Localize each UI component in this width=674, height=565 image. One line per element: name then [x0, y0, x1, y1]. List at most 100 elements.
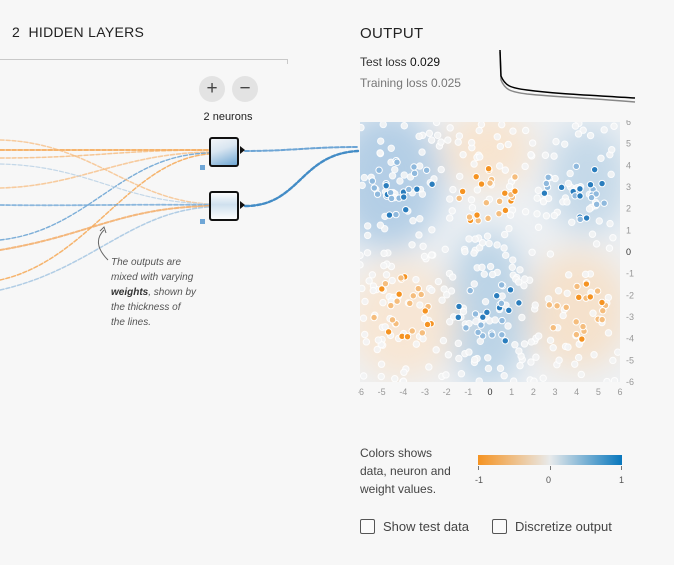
- scatter-point: [465, 235, 473, 243]
- checkbox-icon[interactable]: [492, 519, 507, 534]
- link-in-to-neuron-2: [0, 205, 210, 251]
- scatter-point: [497, 281, 506, 289]
- scatter-point: [377, 372, 385, 381]
- scatter-point: [400, 171, 408, 179]
- scatter-point: [378, 285, 386, 293]
- hidden-neuron-1[interactable]: [209, 137, 239, 167]
- scatter-point: [361, 297, 369, 306]
- scatter-point: [479, 313, 487, 321]
- x-tick-label: -2: [443, 387, 451, 397]
- scatter-point: [387, 194, 396, 203]
- scatter-point: [477, 180, 486, 188]
- weights-callout: The outputs are mixed with varying weigh…: [111, 255, 221, 330]
- scatter-point: [405, 185, 413, 194]
- scatter-point: [598, 298, 606, 307]
- y-tick-label: -4: [626, 334, 634, 344]
- scatter-point: [528, 139, 537, 147]
- scatter-point: [380, 249, 388, 258]
- scatter-point: [527, 151, 535, 159]
- callout-arrow: [98, 229, 109, 261]
- hidden-neuron-2[interactable]: [209, 191, 239, 221]
- color-scale-mid-label: 0: [546, 475, 552, 485]
- scatter-point: [368, 177, 377, 185]
- scatter-point: [579, 126, 587, 134]
- scatter-point: [422, 166, 431, 174]
- scatter-point: [376, 149, 384, 157]
- scatter-point: [610, 122, 618, 130]
- y-tick-label: -6: [626, 377, 634, 387]
- discretize-output-checkbox[interactable]: Discretize output: [492, 519, 612, 534]
- scatter-point: [365, 277, 373, 285]
- network-links: [0, 139, 360, 291]
- x-tick-label: -3: [421, 387, 429, 397]
- scatter-point: [515, 299, 523, 307]
- scatter-point: [588, 230, 597, 238]
- scatter-point: [493, 133, 502, 141]
- scatter-point: [572, 162, 581, 171]
- scatter-point: [534, 186, 543, 195]
- callout-line: the lines.: [111, 317, 152, 328]
- scatter-point: [481, 297, 490, 306]
- scatter-point: [562, 303, 570, 312]
- show-test-data-checkbox[interactable]: Show test data: [360, 519, 469, 534]
- scatter-point: [546, 336, 555, 345]
- checkbox-icon[interactable]: [360, 519, 375, 534]
- scatter-point: [459, 150, 467, 159]
- scatter-point: [542, 212, 551, 220]
- scatter-point: [582, 214, 591, 222]
- scatter-point: [438, 296, 446, 304]
- scatter-point: [418, 190, 427, 198]
- scatter-point: [581, 270, 590, 279]
- scatter-point: [563, 198, 571, 206]
- scatter-point: [467, 196, 476, 204]
- scatter-point: [420, 314, 429, 323]
- scatter-point: [504, 140, 512, 149]
- scatter-point: [486, 262, 495, 271]
- remove-neuron-button[interactable]: −: [232, 76, 258, 102]
- scatter-point: [516, 266, 524, 274]
- y-tick-label: -1: [626, 269, 634, 279]
- scatter-point: [382, 271, 391, 279]
- scatter-point: [455, 132, 464, 140]
- scatter-point: [454, 339, 463, 348]
- color-scale-bar: [478, 455, 622, 465]
- scatter-point: [473, 211, 481, 219]
- test-loss-line: [499, 50, 636, 99]
- add-neuron-button[interactable]: +: [199, 76, 225, 102]
- scatter-point: [592, 240, 601, 248]
- scatter-point: [377, 360, 386, 368]
- scatter-point: [600, 126, 608, 134]
- scatter-point: [472, 172, 480, 181]
- layers-header-divider-tick: [287, 59, 288, 64]
- x-tick-label: -1: [464, 387, 472, 397]
- neuron-2-bias-marker[interactable]: [200, 219, 205, 224]
- scatter-point: [534, 223, 543, 232]
- scatter-point: [360, 181, 366, 190]
- scatter-point: [564, 179, 573, 188]
- scatter-point: [515, 347, 523, 355]
- scatter-point: [555, 356, 563, 364]
- color-scale-tick: [478, 466, 479, 470]
- scatter-point: [491, 316, 499, 324]
- scatter-point: [414, 284, 423, 293]
- scatter-point: [474, 328, 482, 337]
- output-heatmap[interactable]: -6 -6 -5 -5 -4 -4 -3 -3 -2 -2 -1 -1 0 0 1 1 2 2 3 3 4 4 5 5 6 6: [358, 120, 648, 410]
- scatter-point: [521, 162, 529, 171]
- scatter-point: [554, 287, 563, 295]
- scatter-point: [409, 217, 417, 225]
- scatter-point: [478, 263, 486, 272]
- scatter-point: [574, 353, 583, 362]
- scatter-point: [549, 323, 557, 332]
- scatter-point: [586, 293, 595, 301]
- scatter-point: [600, 199, 608, 207]
- neuron-1-bias-marker[interactable]: [200, 165, 205, 170]
- scatter-point: [508, 263, 516, 272]
- scatter-point: [381, 279, 390, 288]
- scatter-point: [598, 179, 606, 188]
- x-tick-label: -5: [378, 387, 386, 397]
- scatter-point: [455, 194, 463, 202]
- scatter-point: [605, 244, 614, 252]
- scatter-point: [456, 172, 464, 181]
- scatter-point: [391, 165, 399, 174]
- scatter-point: [572, 318, 580, 326]
